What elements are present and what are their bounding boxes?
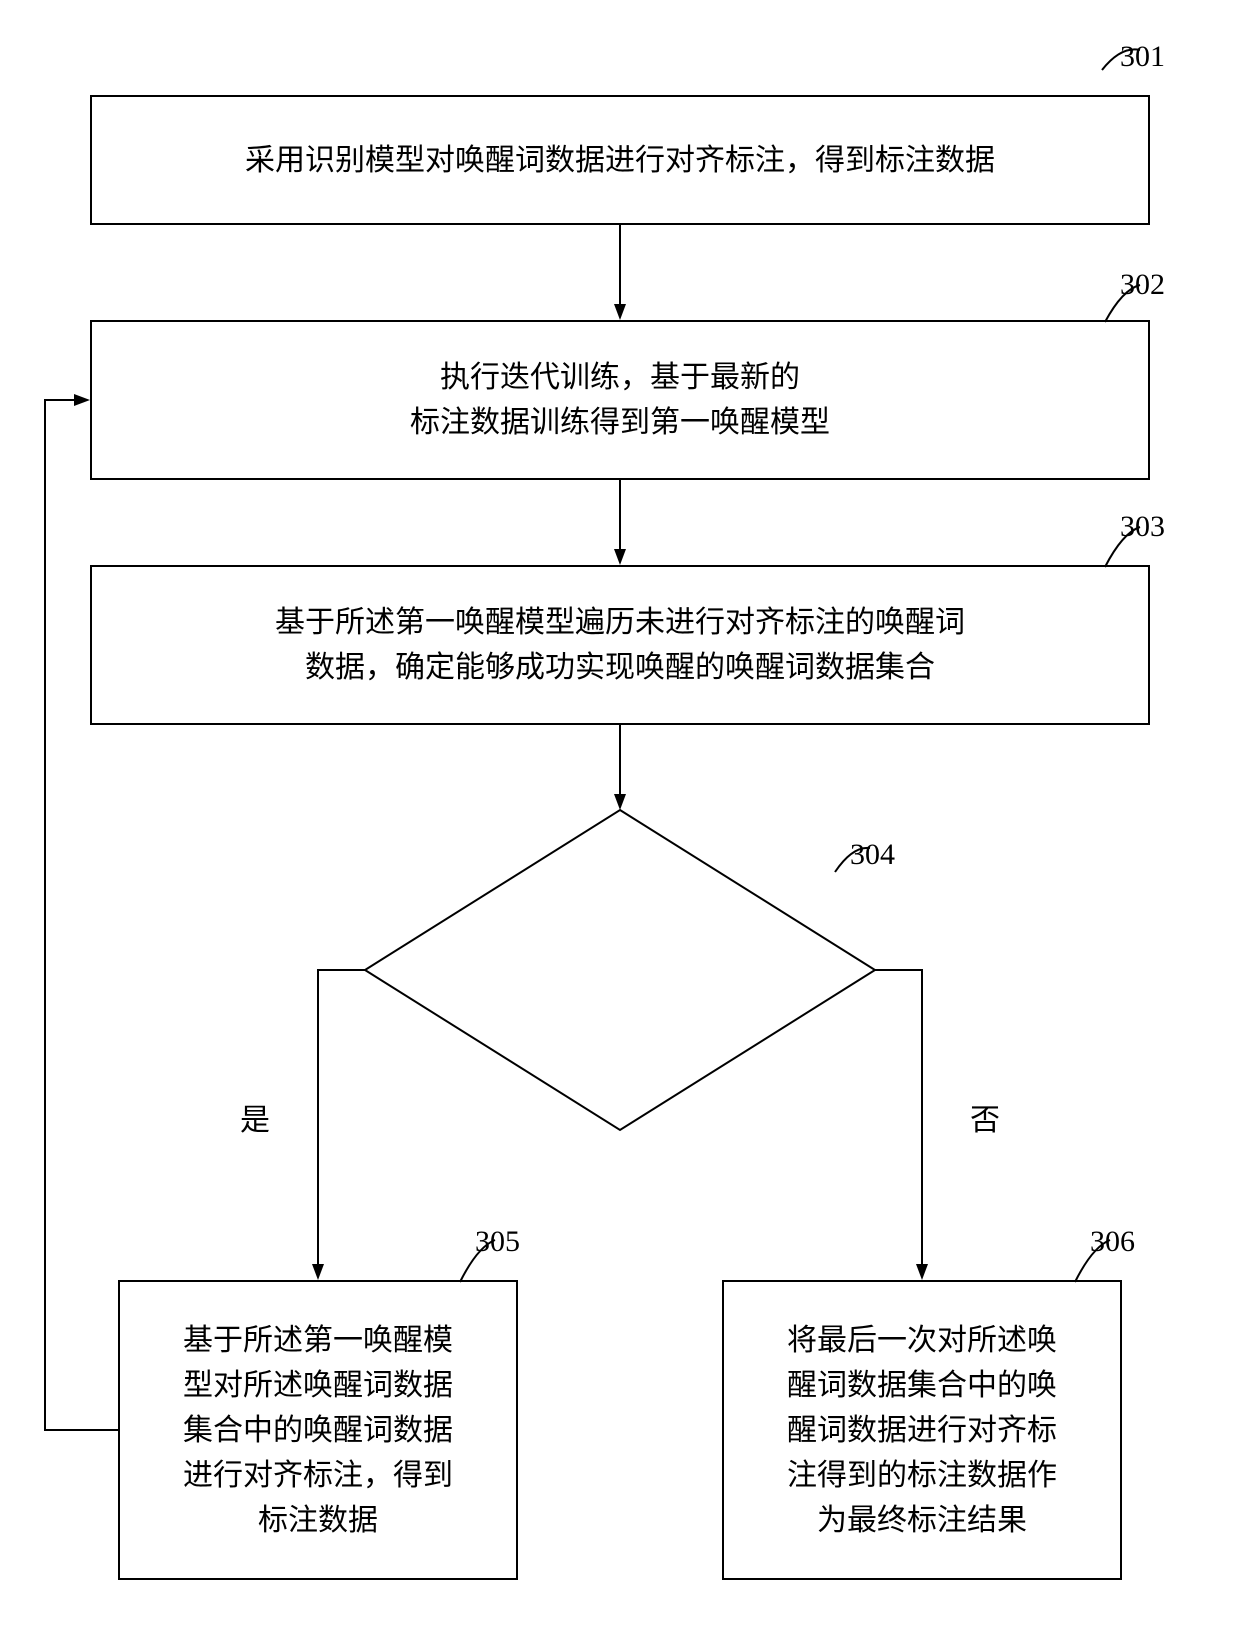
node-303-text: 基于所述第一唤醒模型遍历未进行对齐标注的唤醒词 数据，确定能够成功实现唤醒的唤醒… <box>275 600 965 690</box>
node-304-text: 能够成功实现 唤醒的唤醒词数据多于上 一次得到的能够成功实现 唤醒的唤醒词数据？ <box>410 872 830 1058</box>
label-305: 305 <box>475 1225 520 1259</box>
node-303: 基于所述第一唤醒模型遍历未进行对齐标注的唤醒词 数据，确定能够成功实现唤醒的唤醒… <box>90 565 1150 725</box>
node-302-text: 执行迭代训练，基于最新的 标注数据训练得到第一唤醒模型 <box>410 355 830 445</box>
flowchart-canvas: 采用识别模型对唤醒词数据进行对齐标注，得到标注数据 执行迭代训练，基于最新的 标… <box>0 0 1240 1629</box>
node-306-text: 将最后一次对所述唤 醒词数据集合中的唤 醒词数据进行对齐标 注得到的标注数据作 … <box>787 1318 1057 1543</box>
edge-label-yes: 是 <box>240 1095 270 1139</box>
node-301-text: 采用识别模型对唤醒词数据进行对齐标注，得到标注数据 <box>245 138 995 183</box>
label-302: 302 <box>1120 268 1165 302</box>
node-302: 执行迭代训练，基于最新的 标注数据训练得到第一唤醒模型 <box>90 320 1150 480</box>
label-304: 304 <box>850 838 895 872</box>
node-301: 采用识别模型对唤醒词数据进行对齐标注，得到标注数据 <box>90 95 1150 225</box>
node-306: 将最后一次对所述唤 醒词数据集合中的唤 醒词数据进行对齐标 注得到的标注数据作 … <box>722 1280 1122 1580</box>
edge-label-no: 否 <box>970 1095 1000 1139</box>
label-301: 301 <box>1120 40 1165 74</box>
label-306: 306 <box>1090 1225 1135 1259</box>
node-305-text: 基于所述第一唤醒模 型对所述唤醒词数据 集合中的唤醒词数据 进行对齐标注，得到 … <box>183 1318 453 1543</box>
label-303: 303 <box>1120 510 1165 544</box>
node-305: 基于所述第一唤醒模 型对所述唤醒词数据 集合中的唤醒词数据 进行对齐标注，得到 … <box>118 1280 518 1580</box>
